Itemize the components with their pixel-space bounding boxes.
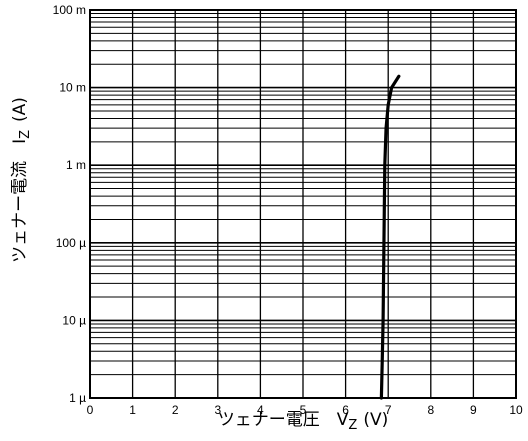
x-tick-labels: 0 1 2 3 4 5 6 7 8 9 10 <box>87 403 523 417</box>
x-tick-label: 7 <box>385 403 392 417</box>
x-tick-label: 1 <box>129 403 136 417</box>
grid <box>89 10 517 399</box>
x-tick-label: 5 <box>300 403 307 417</box>
x-tick-label: 3 <box>214 403 221 417</box>
y-tick-label: 10 m <box>59 81 86 95</box>
series-layer <box>379 74 401 400</box>
x-tick-label: 10 <box>509 403 523 417</box>
x-tick-label: 6 <box>342 403 349 417</box>
y-tick-label: 100 µ <box>56 236 86 250</box>
y-tick-label: 100 m <box>53 3 86 17</box>
plot-area-border <box>89 9 517 399</box>
x-tick-label: 0 <box>87 403 94 417</box>
y-tick-label: 10 µ <box>62 313 86 327</box>
y-tick-labels: 1 µ 10 µ 100 µ 1 m 10 m 100 m <box>53 3 86 405</box>
x-tick-label: 8 <box>427 403 434 417</box>
x-tick-label: 2 <box>172 403 179 417</box>
x-tick-label: 4 <box>257 403 264 417</box>
y-tick-label: 1 µ <box>69 391 86 405</box>
zener-curve-line <box>379 74 401 400</box>
x-tick-label: 9 <box>470 403 477 417</box>
y-axis-title: ツェナー電流 IZ(A) <box>10 97 33 263</box>
x-axis-title: ツェナー電圧 VZ (V) <box>218 410 388 433</box>
y-tick-label: 1 m <box>66 158 86 172</box>
